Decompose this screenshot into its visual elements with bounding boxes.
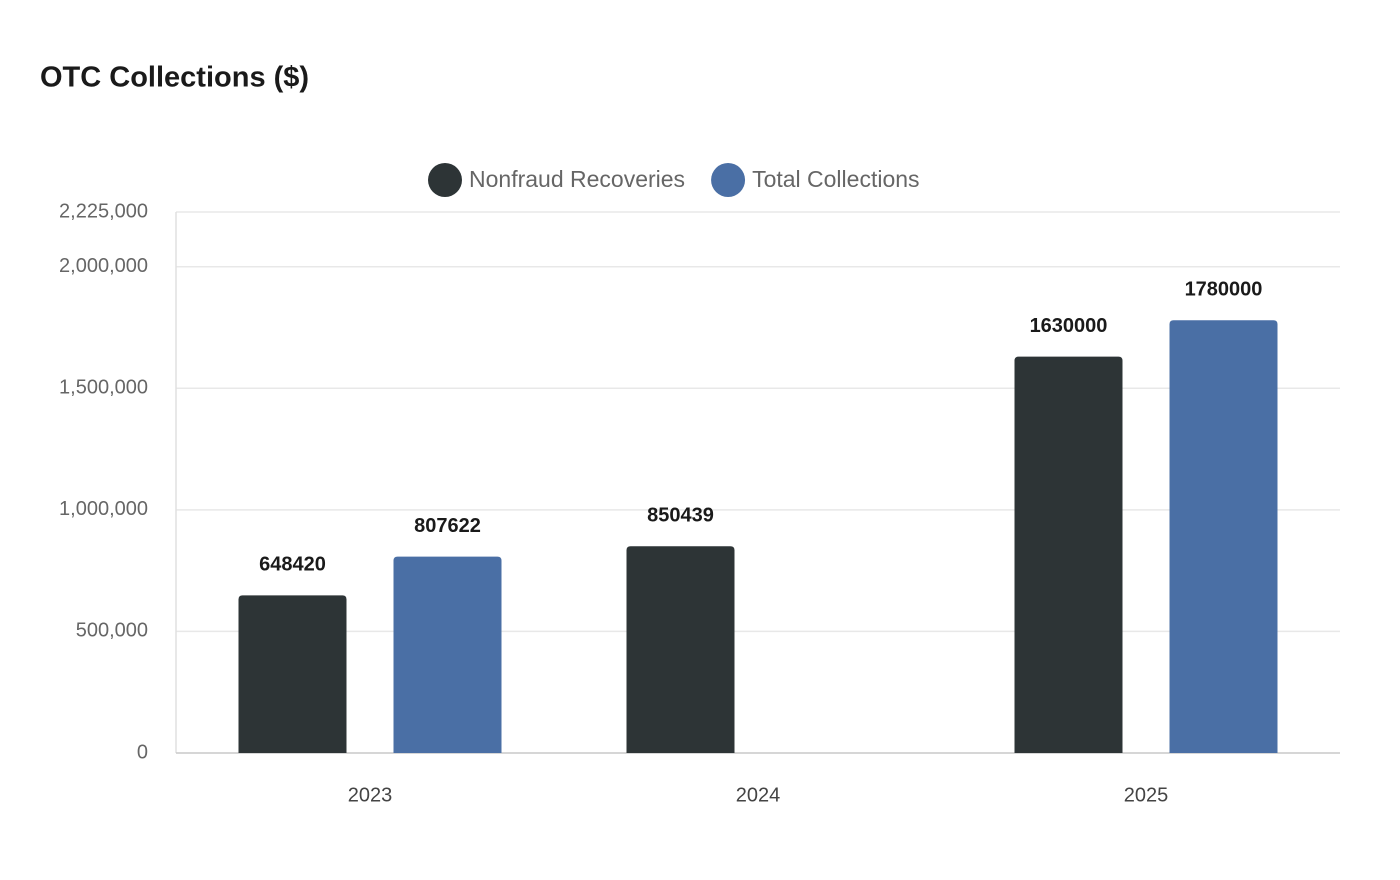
- bar: [1169, 320, 1278, 753]
- y-tick-label: 2,225,000: [59, 200, 148, 222]
- value-label: 1630000: [1030, 315, 1108, 337]
- legend-label: Nonfraud Recoveries: [469, 166, 685, 192]
- chart-title: OTC Collections ($): [40, 62, 309, 94]
- y-tick-label: 500,000: [76, 620, 148, 642]
- bar: [393, 556, 502, 753]
- value-label: 648420: [259, 554, 326, 576]
- bar: [238, 595, 347, 753]
- value-label: 850439: [647, 505, 714, 527]
- x-tick-label: 2023: [348, 784, 393, 806]
- y-tick-label: 0: [137, 741, 148, 763]
- legend-marker: [711, 163, 746, 197]
- legend-label: Total Collections: [752, 166, 919, 192]
- y-tick-label: 1,500,000: [59, 377, 148, 399]
- value-label: 1780000: [1185, 278, 1263, 300]
- bar: [626, 546, 735, 753]
- bar: [1014, 356, 1123, 753]
- legend-marker: [428, 163, 462, 197]
- y-tick-label: 2,000,000: [59, 255, 148, 277]
- y-tick-label: 1,000,000: [59, 498, 148, 520]
- x-tick-label: 2025: [1124, 784, 1169, 806]
- x-tick-label: 2024: [736, 784, 781, 806]
- value-label: 807622: [414, 515, 481, 537]
